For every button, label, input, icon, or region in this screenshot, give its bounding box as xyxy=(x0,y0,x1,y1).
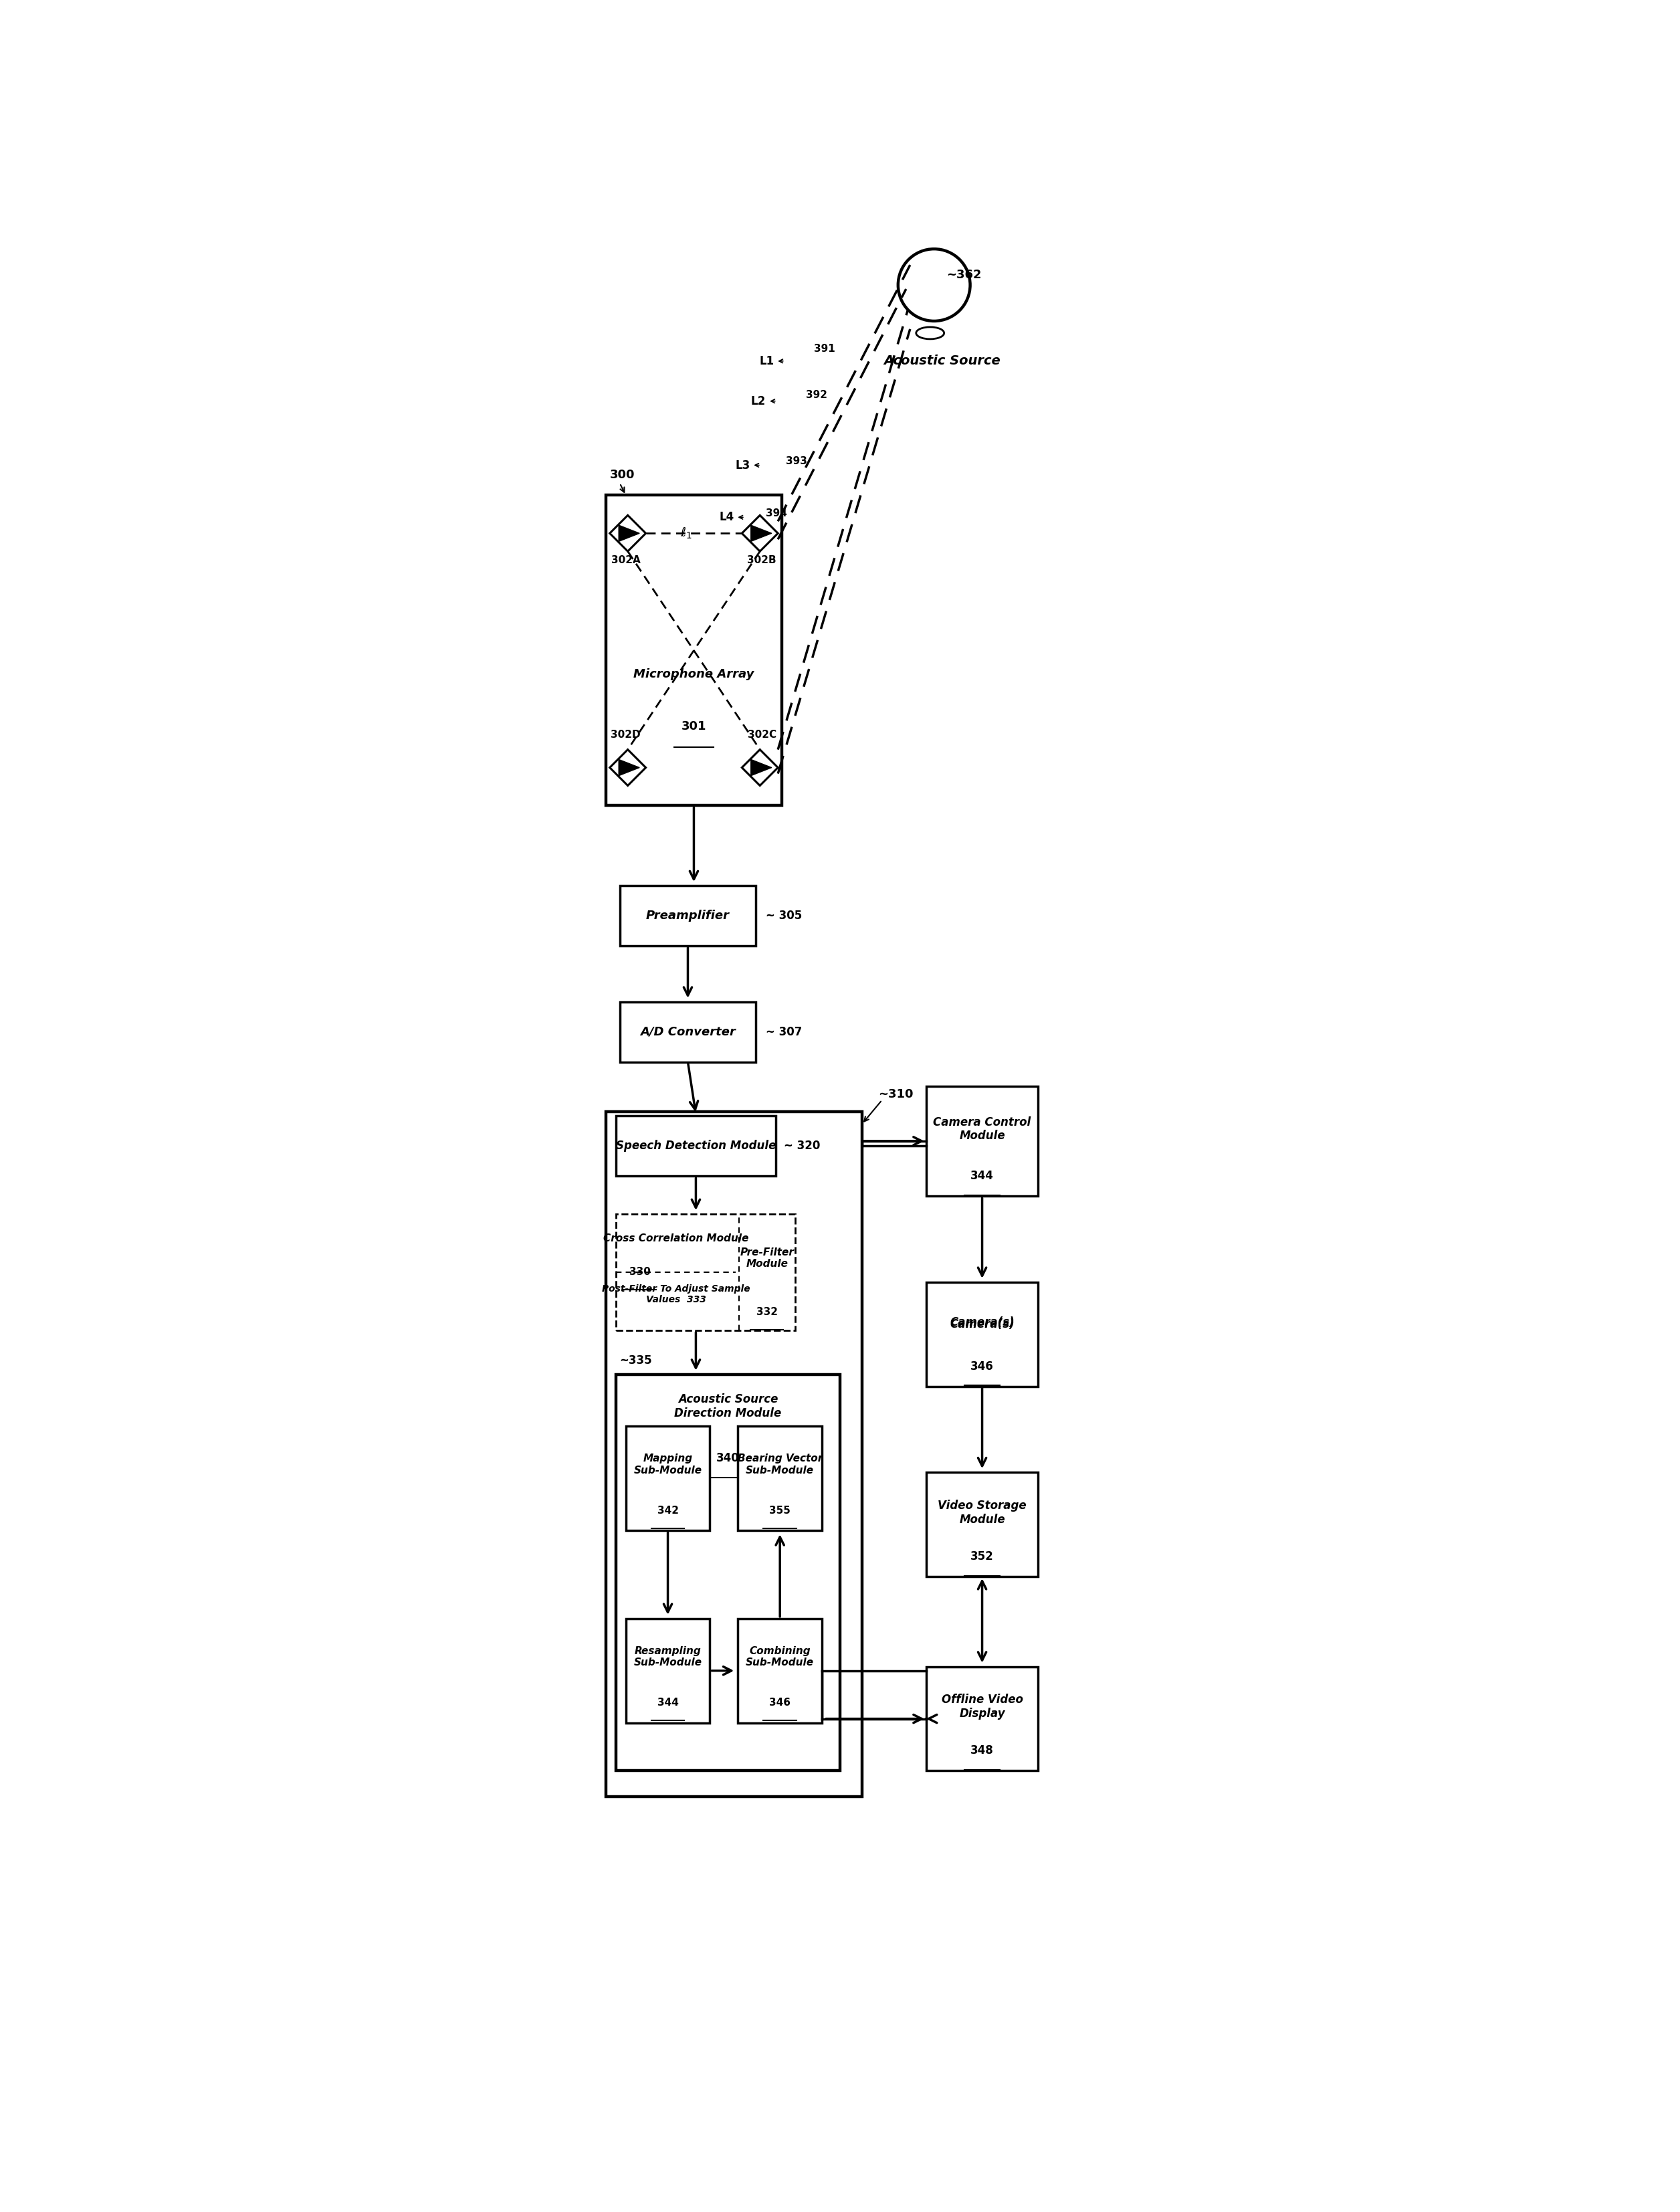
Bar xyxy=(620,885,756,947)
Text: Acoustic Source: Acoustic Source xyxy=(884,354,1001,367)
Text: L2: L2 xyxy=(751,396,766,407)
Text: 302C: 302C xyxy=(748,730,776,739)
Text: 332: 332 xyxy=(756,1307,778,1318)
Text: L3: L3 xyxy=(736,460,749,471)
Text: Speech Detection Module: Speech Detection Module xyxy=(617,1139,776,1152)
Bar xyxy=(625,1619,711,1723)
Bar xyxy=(926,1283,1038,1387)
Text: Camera Control
Module: Camera Control Module xyxy=(934,1117,1032,1141)
Text: 340: 340 xyxy=(716,1453,739,1464)
Polygon shape xyxy=(751,759,771,776)
Text: Mapping
Sub-Module: Mapping Sub-Module xyxy=(633,1453,702,1475)
Text: 348: 348 xyxy=(971,1745,995,1756)
Text: 302B: 302B xyxy=(748,555,776,566)
Text: 394: 394 xyxy=(766,509,788,518)
Text: ~ 305: ~ 305 xyxy=(766,909,803,922)
Text: Camera(s): Camera(s) xyxy=(949,1318,1015,1329)
Text: Bearing Vector
Sub-Module: Bearing Vector Sub-Module xyxy=(738,1453,823,1475)
Text: 300: 300 xyxy=(610,469,635,482)
Text: 344: 344 xyxy=(657,1699,679,1708)
Bar xyxy=(620,1002,756,1062)
Text: 393: 393 xyxy=(786,456,808,467)
Text: 302A: 302A xyxy=(612,555,640,566)
Text: L4: L4 xyxy=(719,511,734,524)
Text: Combining
Sub-Module: Combining Sub-Module xyxy=(746,1646,815,1668)
Text: Cross Correlation Module: Cross Correlation Module xyxy=(603,1232,749,1243)
Text: Camera(s): Camera(s) xyxy=(949,1316,1015,1327)
Text: Resampling
Sub-Module: Resampling Sub-Module xyxy=(633,1646,702,1668)
Text: 342: 342 xyxy=(657,1506,679,1515)
Text: $\ell_1$: $\ell_1$ xyxy=(680,526,692,540)
Polygon shape xyxy=(618,759,640,776)
Bar xyxy=(606,495,781,805)
Text: Post-Filter To Adjust Sample
Values  333: Post-Filter To Adjust Sample Values 333 xyxy=(601,1285,749,1305)
Text: Offline Video
Display: Offline Video Display xyxy=(941,1694,1023,1719)
Bar xyxy=(617,1374,840,1772)
Bar xyxy=(738,1619,822,1723)
Text: ~310: ~310 xyxy=(879,1088,914,1099)
Text: ~ 307: ~ 307 xyxy=(766,1026,803,1037)
Bar xyxy=(617,1214,795,1329)
Text: L1: L1 xyxy=(759,356,774,367)
Text: 355: 355 xyxy=(769,1506,791,1515)
Text: Acoustic Source
Direction Module: Acoustic Source Direction Module xyxy=(674,1394,781,1420)
Text: 346: 346 xyxy=(971,1360,995,1371)
Text: 302D: 302D xyxy=(612,730,640,739)
Text: 392: 392 xyxy=(806,389,827,400)
Text: 391: 391 xyxy=(815,345,835,354)
Bar xyxy=(926,1473,1038,1577)
Text: Microphone Array: Microphone Array xyxy=(633,668,754,681)
Text: 301: 301 xyxy=(682,721,706,732)
Text: ~335: ~335 xyxy=(620,1354,652,1367)
Text: 344: 344 xyxy=(971,1170,995,1181)
Text: A/D Converter: A/D Converter xyxy=(640,1026,736,1037)
Text: 330: 330 xyxy=(628,1267,650,1276)
Bar xyxy=(738,1427,822,1531)
Bar xyxy=(926,1666,1038,1772)
Polygon shape xyxy=(618,524,640,542)
Bar xyxy=(926,1086,1038,1197)
Text: ~ 320: ~ 320 xyxy=(785,1139,820,1152)
Text: 346: 346 xyxy=(769,1699,791,1708)
Text: Video Storage
Module: Video Storage Module xyxy=(937,1500,1026,1526)
Text: 352: 352 xyxy=(971,1551,995,1562)
Text: Pre-Filter
Module: Pre-Filter Module xyxy=(739,1248,795,1270)
Text: ~362: ~362 xyxy=(946,270,981,281)
Bar xyxy=(625,1427,711,1531)
Polygon shape xyxy=(751,524,771,542)
Bar xyxy=(606,1113,862,1796)
Text: Preamplifier: Preamplifier xyxy=(647,909,729,922)
Bar xyxy=(617,1117,776,1177)
